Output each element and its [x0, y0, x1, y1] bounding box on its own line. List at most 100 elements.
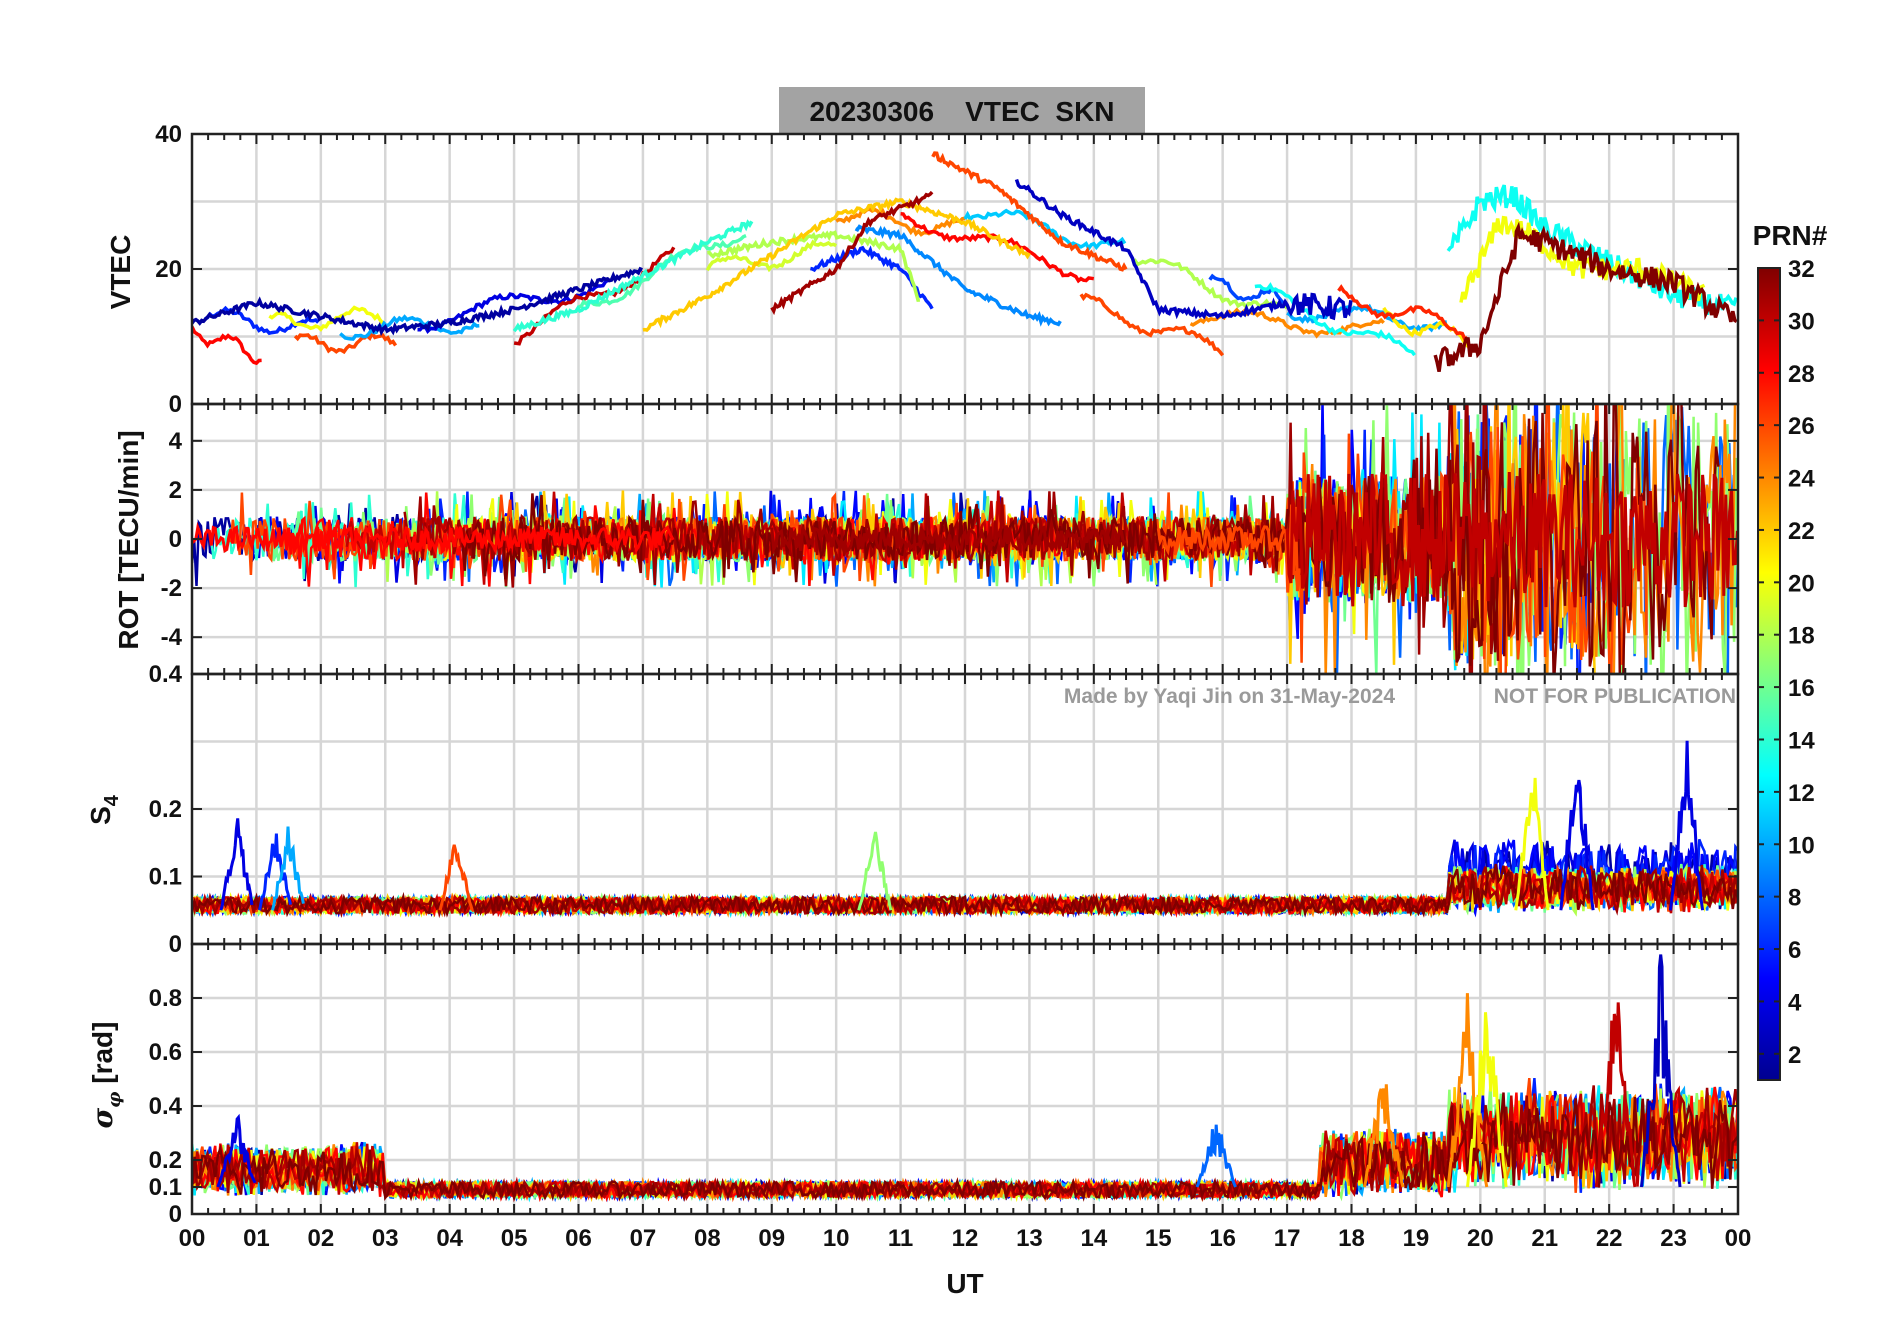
y-tick-label: 0	[169, 1201, 182, 1228]
colorbar-tick-label: 4	[1788, 989, 1802, 1016]
y-tick-label: 0.4	[149, 1093, 183, 1120]
x-tick-label: 00	[1725, 1225, 1752, 1252]
s4-peak-prn-4	[219, 818, 254, 911]
vtec-series-prn-32	[1433, 221, 1738, 373]
s4-peak-prn-26	[438, 844, 474, 911]
x-tick-label: 15	[1145, 1225, 1172, 1252]
vtec-ylabel: VTEC	[105, 235, 136, 310]
rot-panel: 0 4 2 0 -2 -4	[161, 391, 1740, 676]
y-tick-label: 0.2	[149, 796, 182, 823]
x-tick-label: 18	[1338, 1225, 1365, 1252]
vtec-trace	[963, 208, 1127, 252]
data-traces	[192, 404, 1738, 674]
rot-ylabel: ROT [TECU/min]	[113, 430, 144, 649]
sigma-peak-prn-20	[1466, 1012, 1508, 1188]
vtec-series-prn-14	[512, 219, 754, 333]
sigma-phi-panel: 0.8 0.6 0.4 0.20.10	[149, 942, 1740, 1228]
vtec-series-prn-22	[642, 197, 1031, 333]
sigma-peak-prn-30	[1594, 1002, 1637, 1188]
sigma-trace-prn-31	[192, 1085, 1738, 1203]
x-tick-label: 09	[758, 1225, 785, 1252]
rot-trace-prn-28	[192, 521, 675, 557]
y-tick-label: 4	[169, 428, 183, 455]
x-axis-label: UT	[946, 1268, 983, 1299]
y-tick-label: 0.8	[149, 985, 182, 1012]
y-tick-label: 0	[169, 931, 182, 958]
s4-peak-prn-20	[1514, 777, 1550, 911]
vtec-trace	[192, 325, 262, 366]
s4-trace-prn-32	[192, 863, 1738, 918]
y-tick-label: 0.1	[149, 1174, 182, 1201]
x-tick-label: 08	[694, 1225, 721, 1252]
data-traces	[192, 740, 1738, 919]
svg-text:σφ [rad]: σφ [rad]	[86, 1022, 125, 1129]
x-tick-label: 23	[1660, 1225, 1687, 1252]
colorbar-tick-label: 28	[1788, 361, 1815, 388]
vtec-series-prn-3	[1014, 178, 1353, 321]
colorbar-tick-label: 20	[1788, 570, 1815, 597]
watermark-notice: NOT FOR PUBLICATION	[1494, 685, 1736, 708]
x-tick-label: 07	[630, 1225, 657, 1252]
x-tick-label: 20	[1467, 1225, 1494, 1252]
colorbar-label: PRN#	[1753, 220, 1828, 251]
s4-peak-prn-4	[1559, 779, 1595, 911]
vtec-trace	[1254, 282, 1417, 357]
rot-trace-prn-31	[770, 522, 1127, 555]
x-tick-label: 22	[1596, 1225, 1623, 1252]
y-tick-label: -2	[161, 575, 182, 602]
vtec-trace	[293, 329, 398, 355]
colorbar-tick-label: 22	[1788, 518, 1815, 545]
x-tick-label: 05	[501, 1225, 528, 1252]
y-tick-label: 0.1	[149, 864, 182, 891]
colorbar-tick-label: 18	[1788, 623, 1815, 650]
colorbar-tick-label: 6	[1788, 937, 1801, 964]
vtec-trace	[339, 314, 480, 341]
data-traces	[192, 954, 1738, 1203]
y-tick-label: -4	[161, 624, 183, 651]
x-tick-label: 06	[565, 1225, 592, 1252]
x-tick-label: 14	[1080, 1225, 1107, 1252]
watermark-author: Made by Yaqi Jin on 31-May-2024	[1064, 685, 1395, 708]
s4-ylabel: S4	[85, 794, 123, 825]
sigma-phi-ylabel: σφ [rad]	[86, 1022, 125, 1129]
x-tick-label: 03	[372, 1225, 399, 1252]
y-tick-label: 0	[169, 526, 182, 553]
vtec-series-prn-18	[707, 230, 920, 302]
s4-panel: 0.4 0.2 0.1 0	[149, 661, 1740, 958]
colorbar-tick-label: 26	[1788, 413, 1815, 440]
vtec-series-prn-2	[192, 266, 643, 337]
rot-trace-prn-32	[461, 404, 1720, 674]
vtec-trace	[835, 206, 966, 237]
sigma-peak-prn-8	[1195, 1124, 1237, 1188]
x-tick-label: 21	[1531, 1225, 1558, 1252]
vtec-trace	[268, 305, 385, 332]
rot-trace-prn-22	[499, 404, 1596, 674]
x-tick-label: 02	[307, 1225, 334, 1252]
colorbar-tick-label: 12	[1788, 780, 1815, 807]
title-box	[779, 87, 1145, 135]
sigma-peak-prn-3	[1639, 954, 1682, 1188]
s4-peak-prn-6	[258, 833, 293, 911]
sigma-peak-prn-24	[1362, 1084, 1405, 1188]
vtec-trace	[1382, 306, 1480, 354]
colorbar	[1757, 267, 1781, 1081]
x-tick-label: 04	[436, 1225, 463, 1252]
s4-peak-prn-4	[1668, 740, 1705, 911]
rot-trace-prn-30	[1285, 471, 1738, 608]
colorbar-ticks: 32 30 28 26 24 22 20 18 16 14 12 10 8 6 4 2	[1758, 256, 1815, 1069]
x-axis-ticks: 00 01 02 03 04 05 06 07 08 09 10 11 12 13 14 15 16 17 18 19…	[179, 1225, 1752, 1252]
y-tick-label: 2	[169, 477, 182, 504]
sigma-peak-prn-4	[216, 1113, 257, 1188]
y-tick-label: 20	[155, 256, 182, 283]
y-tick-label: 0.6	[149, 1039, 182, 1066]
x-tick-label: 16	[1209, 1225, 1236, 1252]
vtec-series-prn-9	[854, 224, 1062, 327]
vtec-trace	[1079, 292, 1225, 357]
colorbar-tick-label: 2	[1788, 1042, 1801, 1069]
s4-peak-prn-10	[271, 826, 305, 911]
x-tick-label: 13	[1016, 1225, 1043, 1252]
colorbar-tick-label: 14	[1788, 727, 1815, 754]
colorbar-tick-label: 32	[1788, 256, 1815, 283]
vtec-series-prn-6	[810, 245, 934, 310]
